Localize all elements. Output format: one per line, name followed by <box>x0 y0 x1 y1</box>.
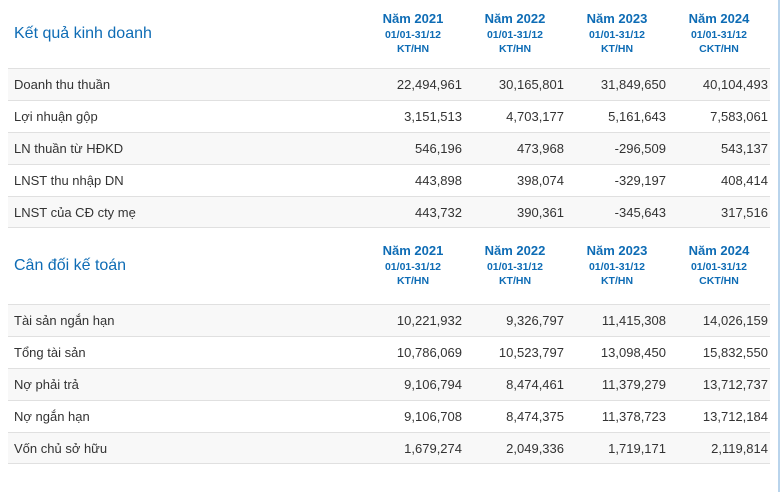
value-cell: 408,414 <box>721 173 768 188</box>
value-cell: 2,049,336 <box>506 440 564 456</box>
table-row-owner-equity: Vốn chủ sở hữu 1,679,274 2,049,336 1,719… <box>8 432 770 464</box>
year-label: Năm 2023 <box>586 11 648 27</box>
value-cell: 10,221,932 <box>396 313 462 328</box>
value-cell: 1,679,274 <box>404 440 462 456</box>
period-label: 01/01-31/12 <box>384 261 442 274</box>
value-cell: 473,968 <box>517 141 564 156</box>
table-row-net-revenue: Doanh thu thuần 22,494,961 30,165,801 31… <box>8 68 770 100</box>
audit-label: KT/HN <box>396 275 430 288</box>
value-cell: 9,326,797 <box>506 313 564 328</box>
year-label: Năm 2024 <box>688 243 750 259</box>
value-cell: 11,378,723 <box>601 409 666 424</box>
year-label: Năm 2021 <box>382 243 444 259</box>
value-cell: -345,643 <box>614 204 666 220</box>
period-label: 01/01-31/12 <box>486 29 544 42</box>
table-row-profit-after-tax: LNST thu nhập DN 443,898 398,074 -329,19… <box>8 164 770 196</box>
balance-sheet-header: Cân đối kế toán Năm 2021 01/01-31/12 KT/… <box>8 228 770 304</box>
period-label: 01/01-31/12 <box>384 29 442 42</box>
income-statement-section: Kết quả kinh doanh Năm 2021 01/01-31/12 … <box>8 0 770 228</box>
value-cell: 546,196 <box>415 141 462 156</box>
value-cell: 443,732 <box>415 204 462 220</box>
audit-label: KT/HN <box>498 43 532 56</box>
row-label: Nợ ngắn hạn <box>14 409 90 424</box>
period-label: 01/01-31/12 <box>486 261 544 274</box>
year-label: Năm 2022 <box>484 11 546 27</box>
table-row-total-liabilities: Nợ phải trả 9,106,794 8,474,461 11,379,2… <box>8 368 770 400</box>
audit-label: CKT/HN <box>699 43 739 56</box>
value-cell: 317,516 <box>721 204 768 220</box>
value-cell: 31,849,650 <box>600 77 666 92</box>
value-cell: 7,583,061 <box>710 109 768 124</box>
year-label: Năm 2023 <box>586 243 648 259</box>
row-label: LNST thu nhập DN <box>14 173 124 188</box>
column-header-2021: Năm 2021 01/01-31/12 KT/HN <box>362 11 464 56</box>
row-label: Doanh thu thuần <box>14 77 111 92</box>
value-cell: 13,712,184 <box>702 409 768 424</box>
table-row-gross-profit: Lợi nhuận gộp 3,151,513 4,703,177 5,161,… <box>8 100 770 132</box>
column-header-2024: Năm 2024 01/01-31/12 CKT/HN <box>668 243 770 288</box>
value-cell: 9,106,708 <box>404 409 462 424</box>
value-cell: -296,509 <box>614 141 666 156</box>
row-label: Vốn chủ sở hữu <box>14 440 108 456</box>
value-cell: -329,197 <box>614 173 666 188</box>
column-header-2024: Năm 2024 01/01-31/12 CKT/HN <box>668 11 770 56</box>
value-cell: 15,832,550 <box>702 345 768 360</box>
table-row-operating-profit: LN thuần từ HĐKD 546,196 473,968 -296,50… <box>8 132 770 164</box>
row-label: LNST của CĐ cty mẹ <box>14 204 136 220</box>
period-label: 01/01-31/12 <box>690 29 748 42</box>
table-row-total-assets: Tổng tài sản 10,786,069 10,523,797 13,09… <box>8 336 770 368</box>
balance-sheet-section: Cân đối kế toán Năm 2021 01/01-31/12 KT/… <box>8 228 770 464</box>
column-header-2023: Năm 2023 01/01-31/12 KT/HN <box>566 11 668 56</box>
value-cell: 40,104,493 <box>702 77 768 92</box>
value-cell: 14,026,159 <box>702 313 768 328</box>
value-cell: 9,106,794 <box>404 377 462 392</box>
value-cell: 30,165,801 <box>498 77 564 92</box>
year-label: Năm 2022 <box>484 243 546 259</box>
value-cell: 13,712,737 <box>702 377 768 392</box>
value-cell: 22,494,961 <box>396 77 462 92</box>
audit-label: KT/HN <box>600 275 634 288</box>
value-cell: 8,474,375 <box>506 409 564 424</box>
table-row-parent-shareholder-profit: LNST của CĐ cty mẹ 443,732 390,361 -345,… <box>8 196 770 228</box>
section-title-balance-sheet[interactable]: Cân đối kế toán <box>14 257 127 274</box>
row-label: Tổng tài sản <box>14 345 86 360</box>
value-cell: 1,719,171 <box>608 440 666 456</box>
value-cell: 443,898 <box>415 173 462 188</box>
period-label: 01/01-31/12 <box>588 261 646 274</box>
column-header-2022: Năm 2022 01/01-31/12 KT/HN <box>464 11 566 56</box>
section-title-income-statement[interactable]: Kết quả kinh doanh <box>14 25 152 42</box>
column-header-2021: Năm 2021 01/01-31/12 KT/HN <box>362 243 464 288</box>
year-label: Năm 2021 <box>382 11 444 27</box>
row-label: Lợi nhuận gộp <box>14 109 98 124</box>
income-statement-header: Kết quả kinh doanh Năm 2021 01/01-31/12 … <box>8 0 770 68</box>
table-row-current-assets: Tài sản ngắn hạn 10,221,932 9,326,797 11… <box>8 304 770 336</box>
value-cell: 4,703,177 <box>506 109 564 124</box>
value-cell: 2,119,814 <box>711 440 768 456</box>
column-header-2022: Năm 2022 01/01-31/12 KT/HN <box>464 243 566 288</box>
value-cell: 3,151,513 <box>404 109 462 124</box>
value-cell: 13,098,450 <box>600 345 666 360</box>
year-label: Năm 2024 <box>688 11 750 27</box>
row-label: Nợ phải trả <box>14 377 79 392</box>
value-cell: 8,474,461 <box>506 377 564 392</box>
audit-label: KT/HN <box>498 275 532 288</box>
column-header-2023: Năm 2023 01/01-31/12 KT/HN <box>566 243 668 288</box>
period-label: 01/01-31/12 <box>690 261 748 274</box>
value-cell: 5,161,643 <box>608 109 666 124</box>
row-label: Tài sản ngắn hạn <box>14 313 115 328</box>
value-cell: 10,786,069 <box>396 345 462 360</box>
value-cell: 390,361 <box>517 204 564 220</box>
audit-label: CKT/HN <box>699 275 739 288</box>
table-row-current-liabilities: Nợ ngắn hạn 9,106,708 8,474,375 11,378,7… <box>8 400 770 432</box>
audit-label: KT/HN <box>396 43 430 56</box>
value-cell: 10,523,797 <box>498 345 564 360</box>
period-label: 01/01-31/12 <box>588 29 646 42</box>
value-cell: 398,074 <box>517 173 564 188</box>
value-cell: 11,415,308 <box>601 313 666 328</box>
value-cell: 543,137 <box>721 141 768 156</box>
row-label: LN thuần từ HĐKD <box>14 141 124 156</box>
value-cell: 11,379,279 <box>601 377 666 392</box>
audit-label: KT/HN <box>600 43 634 56</box>
